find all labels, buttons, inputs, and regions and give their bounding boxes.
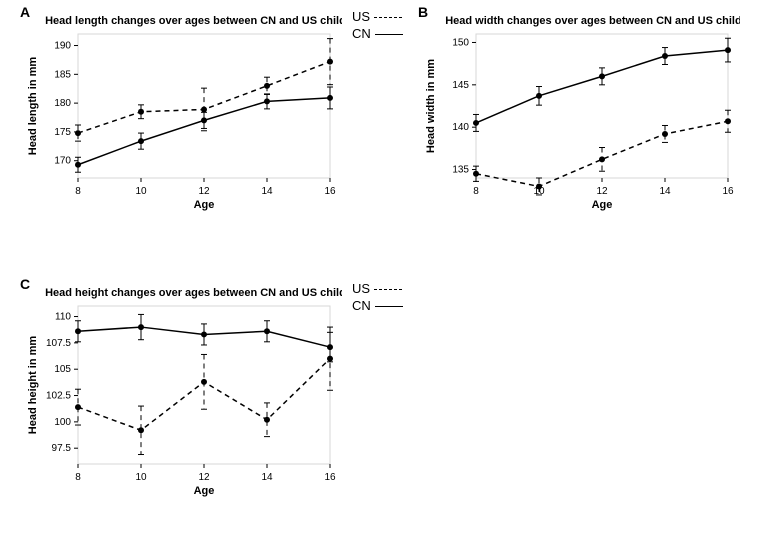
- svg-text:Head height changes over ages: Head height changes over ages between CN…: [45, 287, 342, 299]
- svg-text:16: 16: [722, 186, 734, 197]
- svg-text:150: 150: [452, 37, 469, 48]
- legend-cn-line-2: [375, 306, 403, 307]
- svg-text:180: 180: [54, 98, 71, 109]
- svg-text:12: 12: [198, 186, 210, 197]
- panel-a-label: A: [20, 4, 30, 20]
- svg-text:16: 16: [324, 186, 336, 197]
- svg-text:8: 8: [75, 186, 81, 197]
- svg-text:140: 140: [452, 122, 469, 133]
- svg-text:Age: Age: [592, 199, 613, 211]
- panel-a: A Head length changes over ages between …: [22, 6, 342, 214]
- svg-text:97.5: 97.5: [52, 443, 72, 454]
- svg-text:10: 10: [135, 472, 147, 483]
- legend-cn-2: CN: [352, 298, 403, 315]
- panel-c: C Head height changes over ages between …: [22, 278, 342, 500]
- svg-text:Head length changes over ages: Head length changes over ages between CN…: [45, 15, 342, 27]
- legend-cn-line: [375, 34, 403, 35]
- svg-text:8: 8: [473, 186, 479, 197]
- svg-text:8: 8: [75, 472, 81, 483]
- svg-text:10: 10: [135, 186, 147, 197]
- chart-a: Head length changes over ages between CN…: [22, 6, 342, 214]
- panel-c-label: C: [20, 276, 30, 292]
- svg-text:110: 110: [55, 312, 71, 323]
- svg-text:12: 12: [596, 186, 608, 197]
- legend-cn-label-2: CN: [352, 298, 371, 315]
- legend-c: US CN: [352, 281, 403, 315]
- legend-a: US CN: [352, 9, 403, 43]
- svg-text:Head width in mm: Head width in mm: [425, 59, 437, 153]
- legend-us-2: US: [352, 281, 403, 298]
- figure: { "figure": { "background_color": "#ffff…: [0, 0, 767, 540]
- legend-cn-label: CN: [352, 26, 371, 43]
- svg-text:14: 14: [659, 186, 671, 197]
- legend-cn: CN: [352, 26, 403, 43]
- svg-text:100: 100: [54, 417, 71, 428]
- svg-text:Head width changes over ages b: Head width changes over ages between CN …: [445, 15, 740, 27]
- svg-text:170: 170: [54, 156, 71, 167]
- svg-text:16: 16: [324, 472, 336, 483]
- svg-text:105: 105: [54, 364, 71, 375]
- legend-us-label: US: [352, 9, 370, 26]
- svg-text:Age: Age: [194, 199, 215, 211]
- svg-text:14: 14: [261, 472, 273, 483]
- legend-us-line-2: [374, 289, 402, 290]
- svg-text:102.5: 102.5: [46, 391, 71, 402]
- svg-text:185: 185: [54, 69, 71, 80]
- svg-text:Head height in mm: Head height in mm: [27, 336, 39, 435]
- legend-us: US: [352, 9, 403, 26]
- svg-text:145: 145: [452, 80, 469, 91]
- svg-text:135: 135: [452, 165, 469, 176]
- svg-text:14: 14: [261, 186, 273, 197]
- svg-text:Age: Age: [194, 485, 215, 497]
- svg-text:107.5: 107.5: [46, 338, 71, 349]
- chart-b: Head width changes over ages between CN …: [420, 6, 740, 214]
- svg-text:Head length in mm: Head length in mm: [27, 57, 39, 156]
- panel-b-label: B: [418, 4, 428, 20]
- legend-us-line: [374, 17, 402, 18]
- panel-b: B Head width changes over ages between C…: [420, 6, 740, 214]
- svg-text:12: 12: [198, 472, 210, 483]
- svg-text:175: 175: [54, 127, 71, 138]
- chart-c: Head height changes over ages between CN…: [22, 278, 342, 500]
- svg-text:190: 190: [54, 41, 71, 52]
- legend-us-label-2: US: [352, 281, 370, 298]
